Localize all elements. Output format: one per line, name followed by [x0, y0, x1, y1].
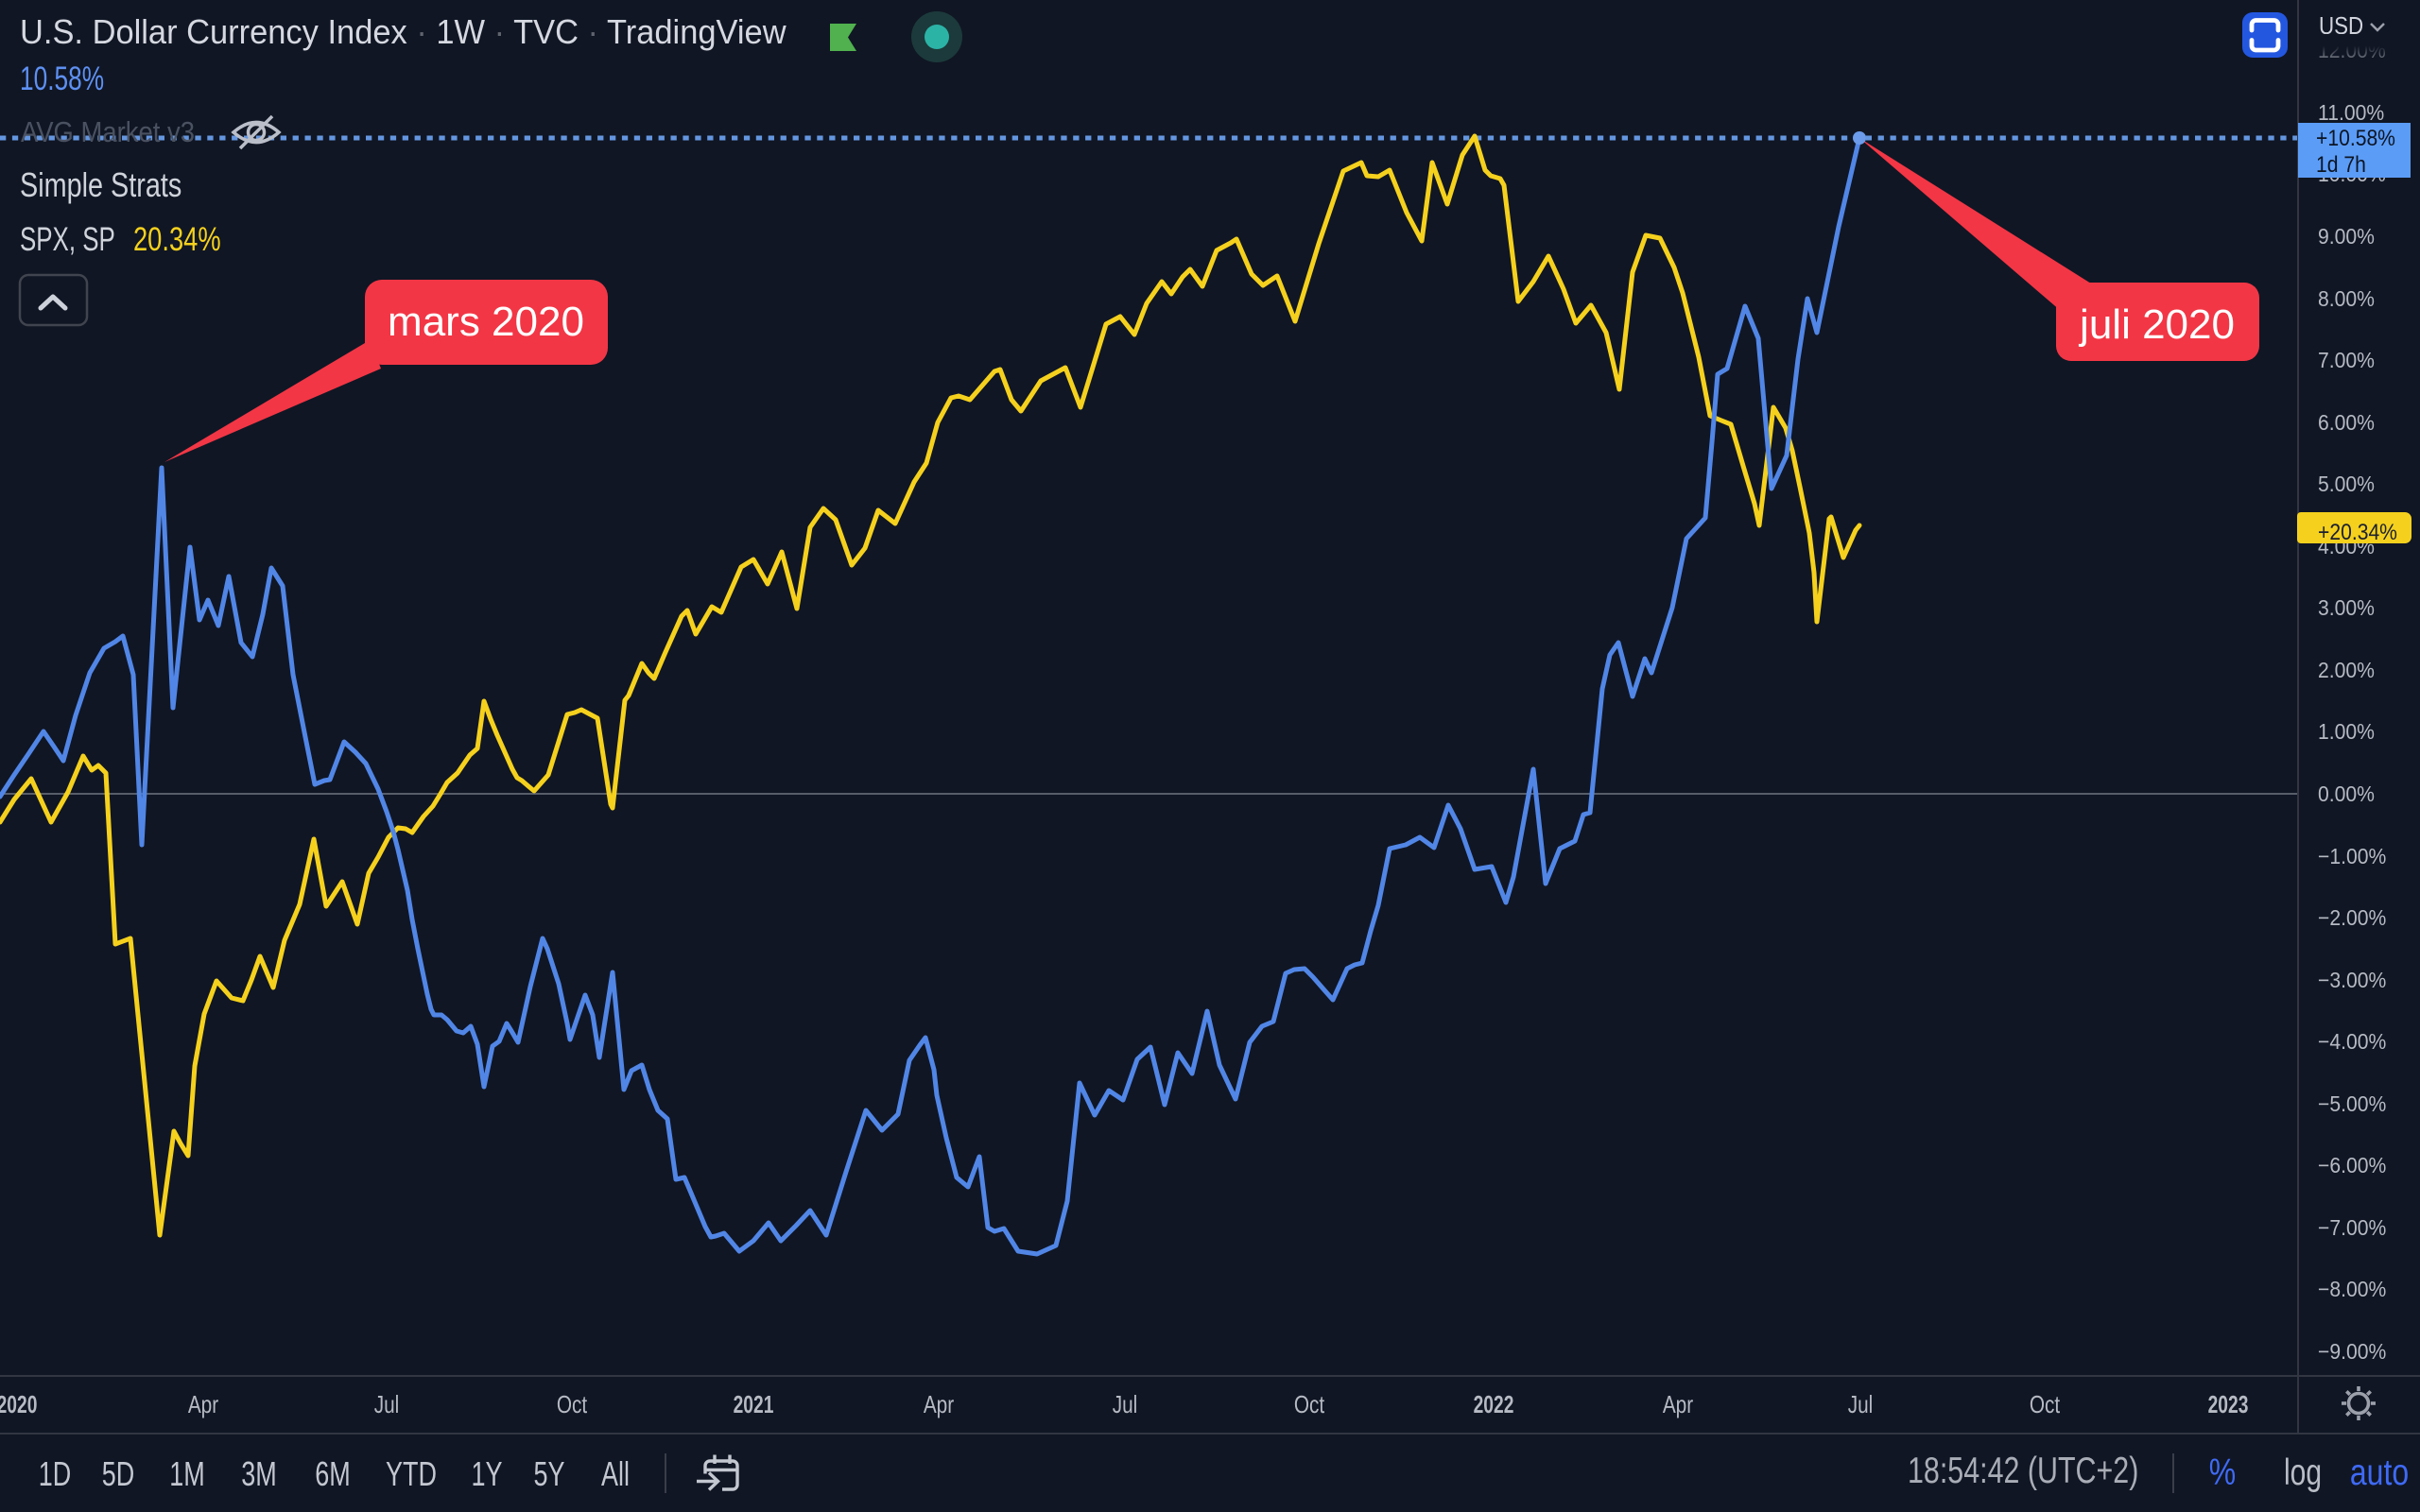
svg-text:mars 2020: mars 2020: [388, 299, 584, 345]
svg-text:juli 2020: juli 2020: [2078, 301, 2235, 348]
